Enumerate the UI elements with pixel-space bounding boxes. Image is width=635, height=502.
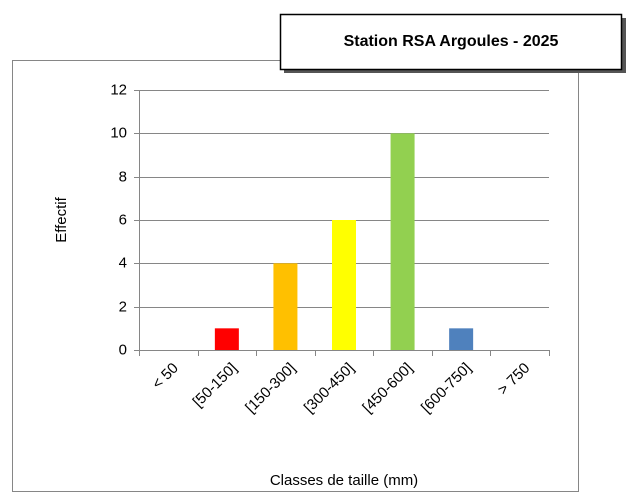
y-tick-label: 0: [119, 341, 127, 358]
y-tick-label: 4: [119, 254, 127, 271]
y-tick-label: 10: [110, 124, 127, 141]
bar: [273, 263, 298, 350]
x-axis-label: Classes de taille (mm): [270, 472, 418, 489]
chart-title: Station RSA Argoules - 2025: [344, 33, 559, 50]
y-tick-label: 6: [119, 211, 127, 228]
bar: [332, 220, 356, 350]
bar: [390, 133, 415, 350]
y-tick-label: 2: [119, 298, 127, 315]
bar: [449, 328, 474, 350]
y-tick-label: 12: [110, 81, 127, 98]
y-axis-label: Effectif: [53, 196, 70, 242]
title-box: [279, 13, 623, 71]
y-tick-label: 8: [119, 168, 127, 185]
bar: [214, 328, 239, 350]
